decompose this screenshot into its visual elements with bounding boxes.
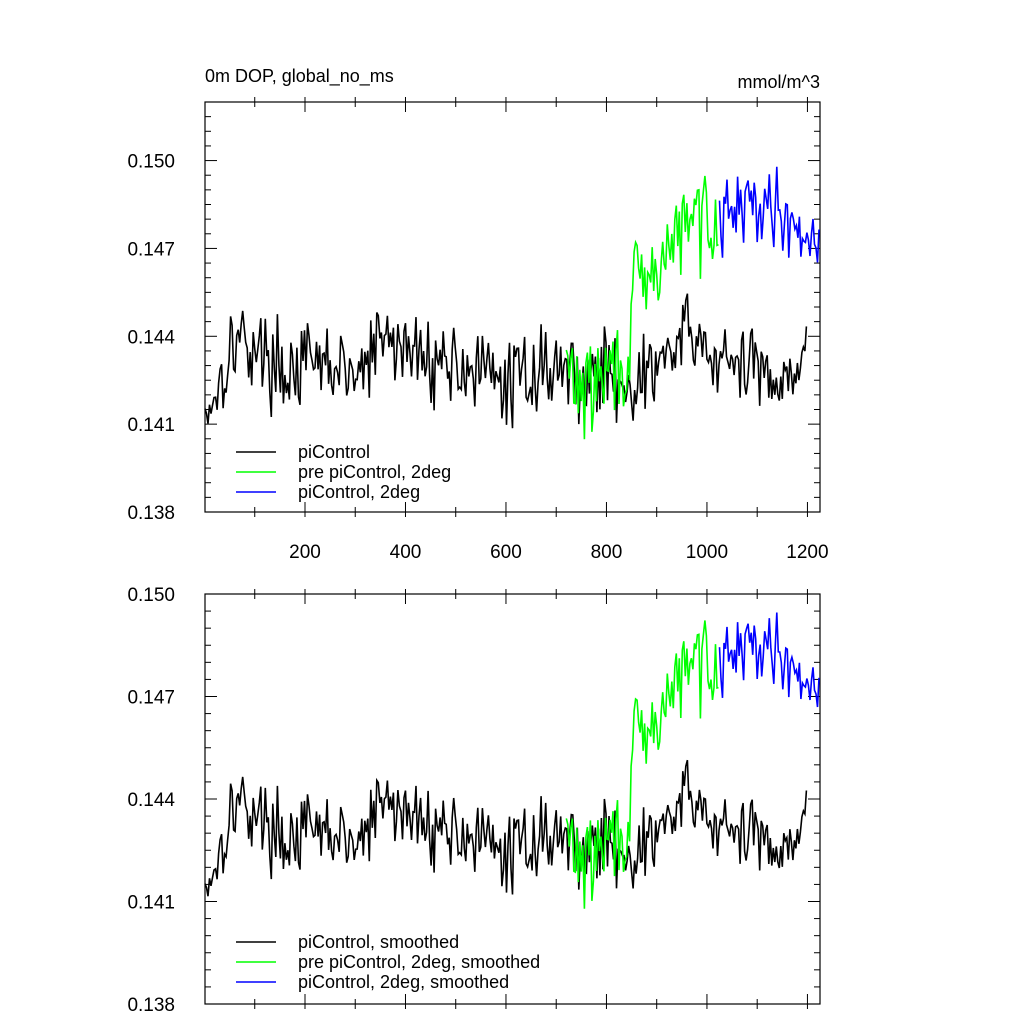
y-tick-label: 0.141 [127, 415, 175, 436]
series-line-picontrol-2deg-smoothed [718, 612, 820, 708]
legend-label: piControl, smoothed [298, 932, 459, 952]
title-right: mmol/m^3 [738, 72, 820, 92]
series-line-picontrol-2deg [718, 166, 820, 263]
y-tick-label: 0.138 [127, 995, 175, 1016]
x-tick-label: 200 [289, 542, 321, 563]
x-tick-label: 400 [390, 542, 422, 563]
y-tick-label: 0.147 [127, 239, 175, 260]
y-tick-label: 0.141 [127, 893, 175, 914]
y-tick-label: 0.147 [127, 688, 175, 709]
series-line-pre-picontrol-2deg [565, 175, 719, 440]
series-line-pre-picontrol-2deg-smoothed [565, 620, 719, 909]
y-tick-label: 0.150 [127, 152, 175, 173]
x-tick-label: 800 [591, 542, 623, 563]
x-tick-label: 600 [490, 542, 522, 563]
bottom-panel: 0.138 0.141 0.144 0.147 0.150 piControl, smoo… [127, 585, 821, 1016]
legend-label: pre piControl, 2deg, smoothed [298, 952, 540, 972]
y-tick-label: 0.144 [127, 790, 175, 811]
legend-label: piControl [298, 442, 370, 462]
legend-label: piControl, 2deg, smoothed [298, 972, 509, 992]
title-left: 0m DOP, global_no_ms [205, 66, 394, 87]
series-line-picontrol [204, 293, 808, 429]
y-tick-label: 0.144 [127, 327, 175, 348]
y-tick-label: 0.150 [127, 585, 175, 606]
x-tick-label: 1000 [686, 542, 728, 563]
x-tick-label: 1200 [786, 542, 828, 563]
legend-label: piControl, 2deg [298, 482, 420, 502]
top-panel: 200 400 600 800 1000 1200 0.138 0.141 0.144 0.147… [127, 97, 829, 563]
y-tick-label: 0.138 [127, 503, 175, 524]
series-line-picontrol-smoothed [204, 759, 808, 897]
legend-label: pre piControl, 2deg [298, 462, 451, 482]
